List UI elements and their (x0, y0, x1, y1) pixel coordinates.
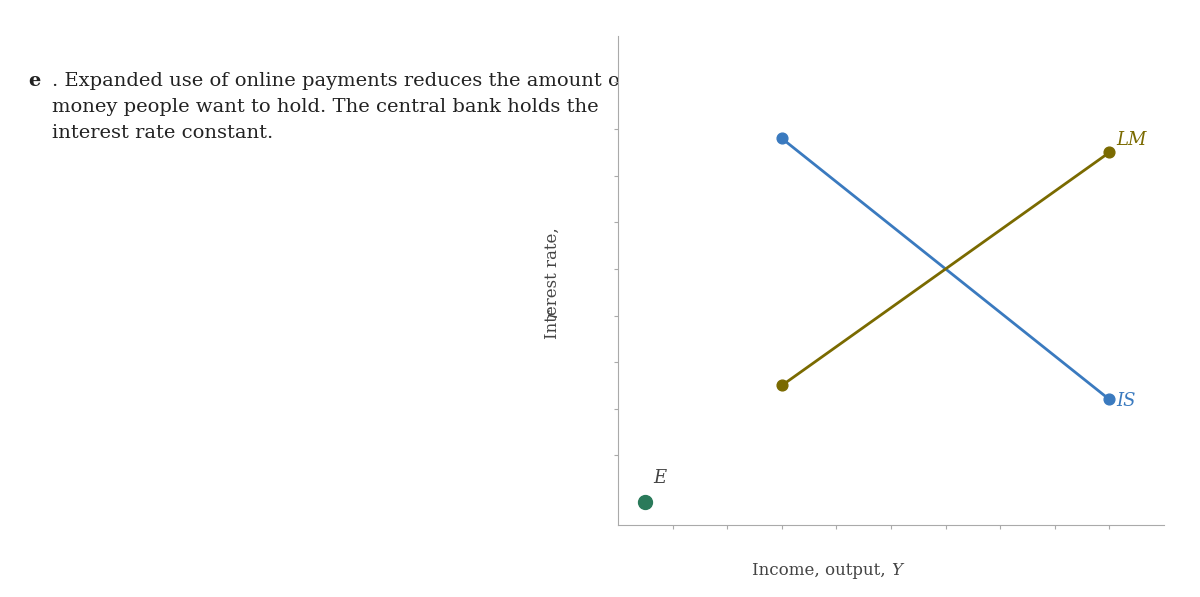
Point (636, 497, 655, 507)
Point (1100, 395, 1120, 404)
Text: IS: IS (1116, 392, 1135, 411)
Text: . Expanded use of online payments reduces the amount of
money people want to hol: . Expanded use of online payments reduce… (52, 72, 626, 143)
Text: Y: Y (892, 562, 902, 579)
Text: Interest rate,: Interest rate, (544, 222, 560, 339)
Text: e: e (28, 72, 40, 90)
Text: LM: LM (1116, 131, 1146, 149)
Point (773, 381, 792, 390)
Point (773, 134, 792, 143)
Text: Income, output,: Income, output, (752, 562, 892, 579)
Point (1100, 147, 1120, 157)
Text: r: r (544, 309, 560, 318)
Text: E: E (654, 469, 667, 487)
